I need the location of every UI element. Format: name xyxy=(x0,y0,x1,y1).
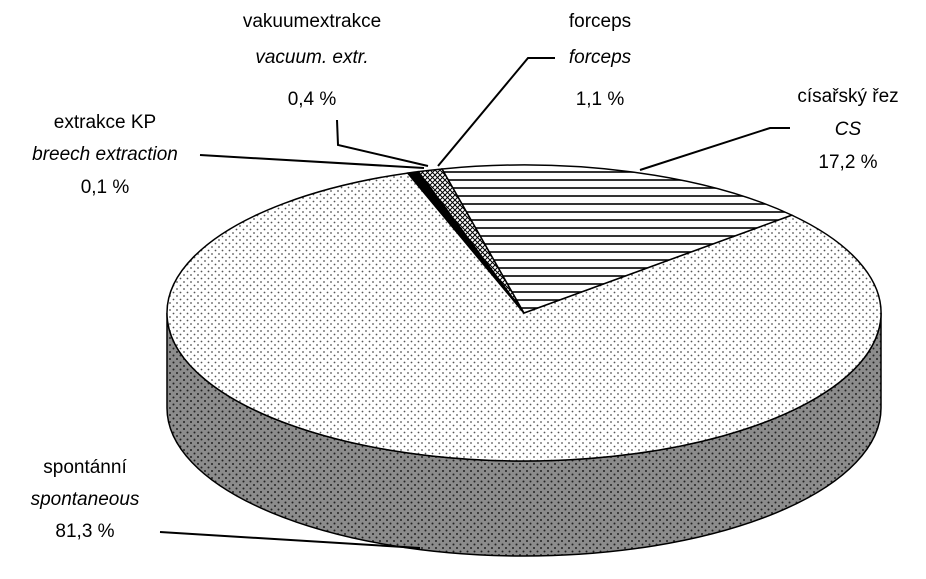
value-label: 0,1 % xyxy=(81,177,130,198)
leader-line xyxy=(639,127,790,171)
leader-line xyxy=(336,119,429,167)
value-label: 17,2 % xyxy=(818,152,877,173)
slice-label-en: breech extraction xyxy=(32,144,178,165)
value-label: 0,4 % xyxy=(288,89,337,110)
pie-slice xyxy=(440,164,794,314)
pie-slice xyxy=(166,172,882,462)
slice-label: spontánní xyxy=(43,457,127,478)
leader-line xyxy=(199,154,425,169)
slice-label: extrakce KP xyxy=(54,112,156,133)
slice-label: císařský řez xyxy=(797,86,898,107)
slice-label: vakuumextrakce xyxy=(243,11,381,32)
value-label: 1,1 % xyxy=(576,89,625,110)
slice-label: forceps xyxy=(569,11,631,32)
value-label: 81,3 % xyxy=(55,521,114,542)
slice-label-en: forceps xyxy=(569,47,632,68)
slice-label-en: spontaneous xyxy=(31,489,140,510)
slice-label-en: CS xyxy=(835,119,862,140)
leader-line xyxy=(159,531,421,549)
leader-line xyxy=(437,57,555,167)
slice-label-en: vacuum. extr. xyxy=(255,47,368,68)
